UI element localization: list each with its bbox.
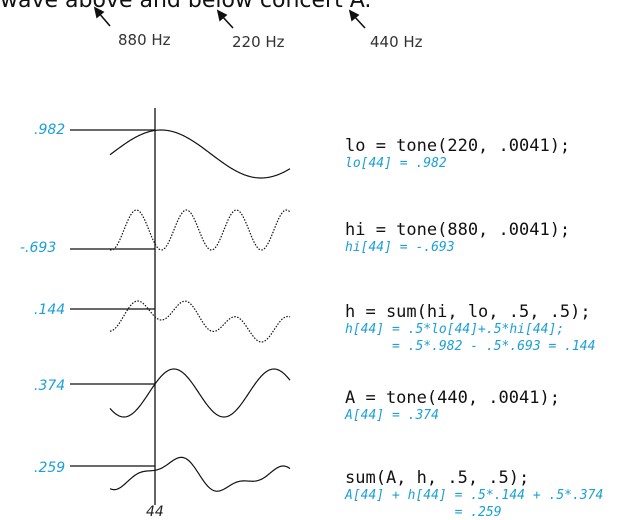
value-label-h: .144	[34, 302, 66, 318]
waveform-h	[109, 300, 291, 343]
value-label-a: .374	[34, 378, 66, 394]
heading-text: wave above and below concert A.	[0, 0, 372, 13]
code-line-sum: sum(A, h, .5, .5);	[345, 468, 530, 488]
freq-arrows	[93, 6, 366, 29]
note-lo: lo[44] = .982	[345, 156, 447, 171]
arrow-220-head	[216, 9, 228, 22]
arrow-880-head	[93, 6, 105, 19]
value-label-hi: -.693	[20, 240, 57, 256]
code-line-a: A = tone(440, .0041);	[345, 388, 560, 408]
value-label-lo: .982	[34, 122, 66, 138]
arrow-440-head	[348, 9, 360, 22]
note-sum-1: A[44] + h[44] = .5*.144 + .5*.374	[345, 488, 604, 503]
waveform-hi	[109, 209, 291, 251]
note-hi: hi[44] = -.693	[345, 240, 455, 255]
freq-label-880: 880 Hz	[118, 31, 171, 49]
sample-index-label: 44	[146, 504, 164, 520]
code-line-h: h = sum(hi, lo, .5, .5);	[345, 302, 591, 322]
note-h-1: h[44] = .5*lo[44]+.5*hi[44];	[345, 322, 565, 337]
note-a: A[44] = .374	[345, 408, 439, 423]
freq-label-220: 220 Hz	[232, 33, 285, 51]
code-line-hi: hi = tone(880, .0041);	[345, 220, 571, 240]
waveform-sum	[109, 456, 291, 492]
note-h-2: = .5*.982 - .5*.693 = .144	[345, 339, 596, 354]
note-sum-2: = .259	[345, 505, 502, 520]
freq-label-440: 440 Hz	[370, 33, 423, 51]
waveform-a	[109, 368, 291, 418]
value-label-sum: .259	[34, 460, 66, 476]
waveform-lo	[109, 129, 291, 179]
code-line-lo: lo = tone(220, .0041);	[345, 136, 571, 156]
